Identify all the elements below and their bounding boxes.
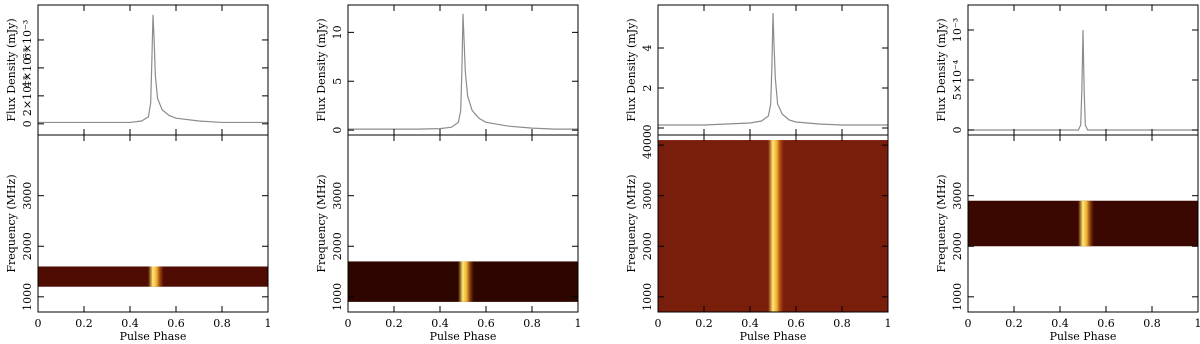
x-axis-label: Pulse Phase — [430, 330, 497, 343]
y-tick-label: 3000 — [331, 182, 344, 210]
x-tick-label: 0.2 — [695, 317, 713, 330]
x-tick-label: 0.6 — [1097, 317, 1115, 330]
x-tick-label: 0.4 — [741, 317, 759, 330]
y-tick-label: 4000 — [641, 131, 654, 159]
x-tick-label: 0.6 — [787, 317, 805, 330]
y-tick-label: 2000 — [331, 232, 344, 260]
profile-line — [968, 29, 1198, 131]
x-tick-label: 1 — [885, 317, 892, 330]
x-tick-label: 0.8 — [213, 317, 231, 330]
y-axis-label: Frequency (MHz) — [5, 174, 18, 272]
x-axis-label: Pulse Phase — [740, 330, 807, 343]
profile-line — [38, 14, 268, 124]
pulse-signal — [1078, 200, 1094, 247]
x-tick-label: 0 — [35, 317, 42, 330]
y-tick-label: 2×10⁻³ — [21, 76, 34, 116]
x-tick-label: 0 — [965, 317, 972, 330]
y-tick-label: 10 — [331, 25, 344, 39]
x-tick-label: 0 — [655, 317, 662, 330]
y-tick-label: 4 — [641, 45, 654, 52]
x-tick-label: 1 — [1195, 317, 1200, 330]
pulse-signal — [768, 140, 784, 312]
y-axis-label: Frequency (MHz) — [625, 174, 638, 272]
spectrum-frame — [37, 134, 269, 313]
y-tick-label: 2000 — [641, 232, 654, 260]
y-tick-label: 5×10⁻⁴ — [951, 59, 964, 100]
pulse-signal — [458, 261, 474, 302]
x-tick-label: 0.2 — [385, 317, 403, 330]
y-axis-label: Flux Density (mJy) — [625, 18, 638, 121]
x-tick-label: 0.4 — [431, 317, 449, 330]
x-tick-label: 0.6 — [477, 317, 495, 330]
x-tick-label: 0.8 — [523, 317, 541, 330]
spectrum-frame — [347, 134, 579, 313]
x-tick-label: 0.8 — [833, 317, 851, 330]
y-axis-label: Frequency (MHz) — [315, 174, 328, 272]
x-tick-label: 0.4 — [1051, 317, 1069, 330]
x-tick-label: 1 — [575, 317, 582, 330]
spectrum-frame — [657, 134, 889, 313]
y-tick-label: 1000 — [951, 283, 964, 311]
y-tick-label: 2000 — [21, 232, 34, 260]
pulse-signal — [148, 266, 164, 287]
y-axis-label: Frequency (MHz) — [935, 174, 948, 272]
x-tick-label: 0.6 — [167, 317, 185, 330]
x-axis-label: Pulse Phase — [1050, 330, 1117, 343]
y-tick-label: 0 — [331, 127, 344, 134]
y-tick-label: 2 — [641, 85, 654, 92]
x-tick-label: 0.2 — [75, 317, 93, 330]
y-axis-label: Flux Density (mJy) — [935, 18, 948, 121]
x-tick-label: 0.4 — [121, 317, 139, 330]
y-tick-label: 0 — [641, 125, 654, 132]
x-tick-label: 1 — [265, 317, 272, 330]
y-tick-label: 5 — [331, 78, 344, 85]
x-tick-label: 0.8 — [1143, 317, 1161, 330]
y-tick-label: 4×10⁻³ — [21, 48, 34, 88]
x-tick-label: 0 — [345, 317, 352, 330]
x-axis-label: Pulse Phase — [120, 330, 187, 343]
y-tick-label: 2000 — [951, 232, 964, 260]
profile-line — [348, 13, 578, 130]
profile-line — [658, 12, 888, 126]
y-tick-label: 3000 — [21, 182, 34, 210]
y-tick-label: 1000 — [641, 283, 654, 311]
y-tick-label: 3000 — [951, 182, 964, 210]
y-axis-label: Flux Density (mJy) — [315, 18, 328, 121]
y-tick-label: 10⁻³ — [951, 18, 964, 42]
y-tick-label: 1000 — [331, 283, 344, 311]
profile-frame — [967, 4, 1199, 136]
y-tick-label: 0 — [951, 127, 964, 134]
y-tick-label: 0 — [21, 120, 34, 127]
y-tick-label: 3000 — [641, 182, 654, 210]
y-axis-label: Flux Density (mJy) — [5, 18, 18, 121]
x-tick-label: 0.2 — [1005, 317, 1023, 330]
spectrum-frame — [967, 134, 1199, 313]
y-tick-label: 1000 — [21, 283, 34, 311]
y-tick-label: 6×10⁻³ — [21, 20, 34, 60]
